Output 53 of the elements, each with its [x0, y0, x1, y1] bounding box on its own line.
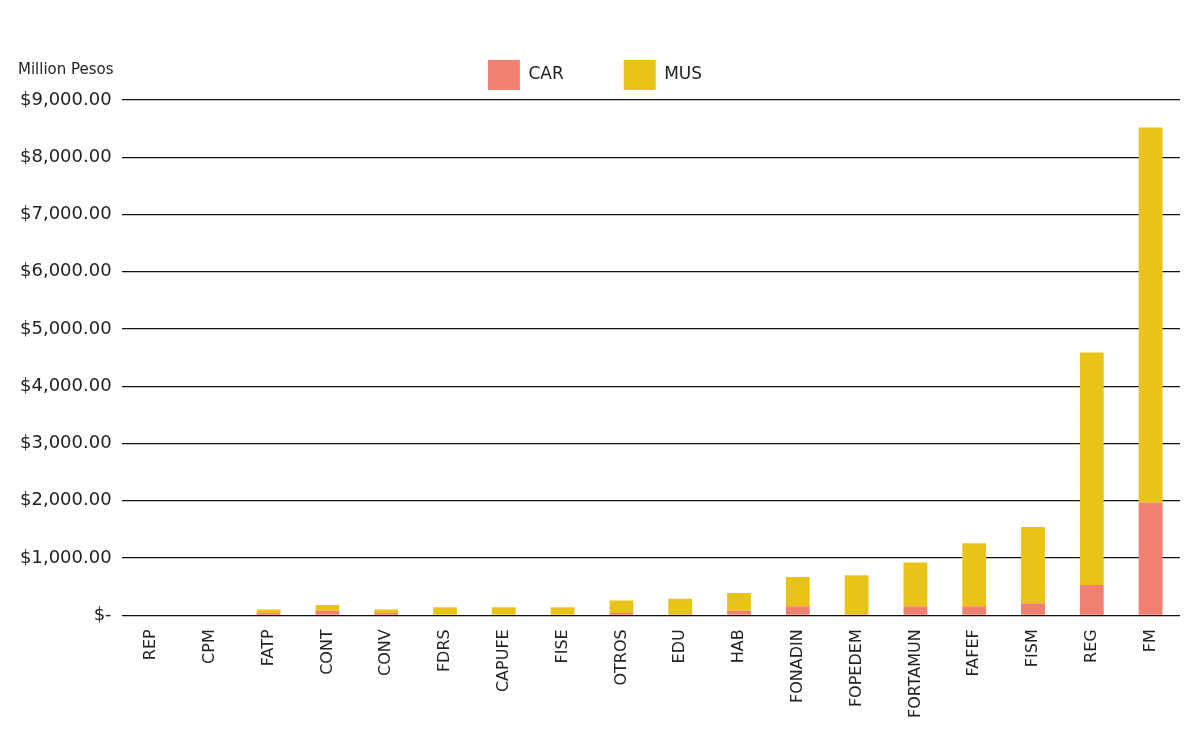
bar: [1138, 127, 1163, 503]
bar: [903, 562, 928, 607]
bar: [550, 607, 575, 615]
bar: [903, 606, 928, 615]
x-tick-label: CONV: [375, 629, 395, 676]
bar: [962, 606, 987, 615]
x-tick-label: FORTAMUN: [904, 629, 924, 719]
x-tick-label: FATP: [257, 628, 277, 667]
bar: [962, 543, 987, 607]
bar: [433, 607, 457, 615]
bar: [1138, 502, 1163, 615]
bar: [1021, 603, 1045, 615]
y-tick-label: $4,000.00: [20, 373, 112, 395]
x-tick-label: CONT: [316, 629, 336, 675]
bar: [491, 607, 516, 615]
y-tick-label: $7,000.00: [20, 202, 112, 224]
bar: [668, 598, 693, 615]
bar: [315, 604, 340, 611]
y-tick-label: $5,000.00: [20, 316, 112, 338]
y-axis-title: Million Pesos: [18, 60, 114, 79]
bar: [609, 600, 634, 613]
bar: [785, 606, 810, 615]
bar: [315, 610, 340, 615]
bar: [844, 575, 869, 615]
bar: [1079, 352, 1104, 585]
x-tick-label: REP: [140, 628, 160, 661]
x-tick-label: FOPEDEM: [845, 629, 865, 708]
x-tick-label: EDU: [669, 629, 689, 664]
y-tick-label: $2,000.00: [20, 488, 112, 510]
y-tick-label: $3,000.00: [20, 431, 112, 453]
y-tick-label: $8,000.00: [20, 144, 112, 166]
x-tick-label: CAPUFE: [492, 629, 512, 693]
bar: [1079, 584, 1104, 615]
x-tick-label: HAB: [728, 629, 748, 664]
x-tick-label: FISE: [551, 629, 571, 664]
bar: [785, 576, 810, 607]
x-tick-label: FAFEF: [963, 629, 983, 677]
legend-label: CAR: [528, 63, 564, 84]
x-tick-label: OTROS: [610, 629, 630, 686]
bar: [727, 592, 751, 611]
y-tick-label: $6,000.00: [20, 259, 112, 281]
x-tick-label: FM: [1139, 629, 1159, 653]
y-tick-label: $9,000.00: [20, 87, 112, 109]
x-tick-label: FONADIN: [786, 629, 806, 704]
x-tick-label: FISM: [1022, 629, 1042, 668]
bar: [1021, 527, 1045, 604]
x-tick-label: CPM: [198, 629, 218, 664]
y-tick-label: $-: [93, 602, 112, 624]
x-tick-label: REG: [1080, 629, 1100, 663]
x-tick-label: FDRS: [434, 629, 454, 673]
bar: [727, 610, 751, 615]
y-tick-label: $1,000.00: [20, 545, 112, 567]
legend-label: MUS: [664, 63, 703, 84]
